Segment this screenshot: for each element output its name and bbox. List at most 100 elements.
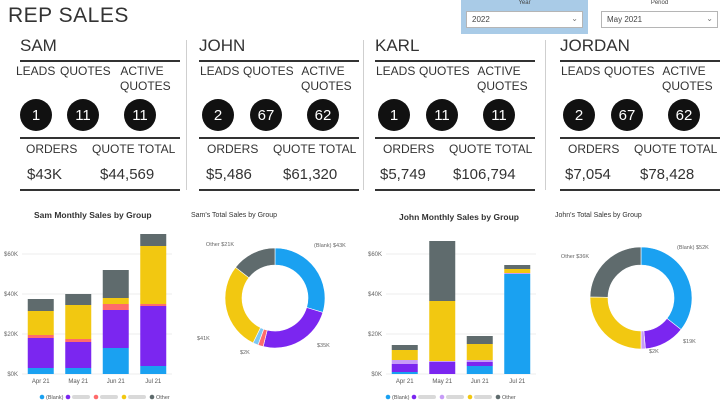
bar-segment — [504, 274, 531, 374]
active-quotes-label: ACTIVE QUOTES — [662, 64, 713, 93]
legend-label-redacted — [100, 395, 118, 399]
john-bar-chart-title: John Monthly Sales by Group — [399, 212, 519, 222]
quotes-label: QUOTES — [604, 64, 655, 78]
legend-marker — [495, 394, 501, 400]
divider — [199, 137, 359, 139]
quotes-value: 67 — [611, 99, 643, 131]
donut-slice — [589, 246, 642, 298]
donut-data-label: $35K — [317, 343, 330, 349]
leads-value: 1 — [378, 99, 410, 131]
y-tick-label: $40K — [368, 292, 382, 298]
orders-value: $43K — [27, 166, 63, 183]
donut-data-label: $2K — [649, 349, 659, 355]
quotes-value: 11 — [67, 99, 99, 131]
leads-value: 2 — [202, 99, 234, 131]
leads-value: 2 — [563, 99, 595, 131]
leads-label: LEADS — [16, 64, 56, 78]
sam-donut-chart: (Blank) $43K $35K $2K $41K Other $21K — [197, 242, 346, 356]
donut-data-label: (Blank) $52K — [677, 245, 709, 251]
rep-name: JOHN — [199, 36, 246, 55]
period-slicer-label: Period — [650, 0, 669, 6]
legend-label-redacted — [72, 395, 90, 399]
bar-segment — [65, 339, 92, 342]
active-quotes-value: 62 — [668, 99, 700, 131]
legend-label-redacted — [128, 395, 146, 399]
divider — [560, 137, 720, 139]
quote-total-label: QUOTE TOTAL — [273, 142, 357, 156]
legend-label: Other — [502, 395, 516, 401]
bar-segment — [27, 335, 54, 338]
donut-data-label: Other $21K — [206, 242, 234, 248]
divider — [560, 60, 720, 62]
active-quotes-label: ACTIVE QUOTES — [120, 64, 171, 93]
leads-label: LEADS — [376, 64, 416, 78]
orders-label: ORDERS — [383, 142, 435, 156]
divider — [560, 189, 720, 191]
sam-bar-chart: $0K $20K $40K $60K Apr 21 May 21 Jun 21 Jul 21 (… — [4, 234, 172, 401]
quote-total-label: QUOTE TOTAL — [449, 142, 533, 156]
bar-segment — [27, 338, 54, 368]
orders-value: $5,486 — [206, 166, 252, 183]
bar-segment — [65, 368, 92, 374]
donut-slice — [640, 246, 693, 330]
bar-segment — [504, 269, 531, 273]
active-quotes-label: ACTIVE QUOTES — [477, 64, 528, 93]
bar-segment — [391, 372, 418, 374]
legend-marker — [385, 394, 391, 400]
john-bar-chart: $0K $20K $40K $60K Apr 21 May 21 Jun 21 Jul 21 (… — [368, 241, 536, 401]
legend-label-redacted — [446, 395, 464, 399]
divider — [375, 60, 535, 62]
rep-name: KARL — [375, 36, 420, 55]
donut-slice — [589, 296, 642, 350]
x-tick-label: Apr 21 — [396, 379, 414, 385]
year-slicer-label: Year — [518, 0, 531, 6]
y-tick-label: $0K — [371, 372, 382, 378]
y-tick-label: $60K — [4, 252, 18, 258]
quotes-value: 11 — [426, 99, 458, 131]
leads-label: LEADS — [200, 64, 240, 78]
legend-marker — [439, 394, 445, 400]
y-tick-label: $60K — [368, 252, 382, 258]
divider — [20, 189, 180, 191]
bar-segment — [65, 342, 92, 368]
divider — [199, 60, 359, 62]
donut-slice — [274, 247, 326, 313]
year-value: 2022 — [472, 15, 490, 24]
legend-marker — [467, 394, 473, 400]
bar-segment — [140, 246, 167, 304]
divider — [363, 40, 364, 190]
bar-segment — [102, 270, 129, 298]
divider — [20, 137, 180, 139]
rep-card-john: JOHN LEADS QUOTES ACTIVE QUOTES 2 67 62 … — [199, 36, 377, 196]
x-tick-label: Apr 21 — [32, 379, 50, 385]
divider — [545, 40, 546, 190]
bar-segment — [27, 311, 54, 335]
legend-marker — [39, 394, 45, 400]
bar-segment — [466, 336, 493, 344]
rep-card-jordan: JORDAN LEADS QUOTES ACTIVE QUOTES 2 67 6… — [560, 36, 727, 196]
divider — [20, 60, 180, 62]
bar-segment — [102, 298, 129, 304]
bar-segment — [391, 350, 418, 360]
year-slicer: Year 2022 ⌄ — [461, 0, 588, 34]
donut-data-label: (Blank) $43K — [314, 243, 346, 249]
donut-data-label: $41K — [197, 336, 210, 342]
leads-label: LEADS — [561, 64, 601, 78]
x-tick-label: May 21 — [68, 379, 88, 385]
bar-segment — [102, 304, 129, 310]
bar-segment — [466, 360, 493, 362]
donut-slice — [224, 266, 261, 344]
quote-total-value: $78,428 — [640, 166, 695, 183]
chevron-down-icon: ⌄ — [706, 14, 713, 23]
quote-total-label: QUOTE TOTAL — [92, 142, 176, 156]
quotes-value: 67 — [250, 99, 282, 131]
period-dropdown[interactable]: May 2021 ⌄ — [601, 11, 718, 28]
orders-label: ORDERS — [26, 142, 78, 156]
legend-marker — [65, 394, 71, 400]
legend-label: (Blank) — [392, 395, 410, 401]
bar-segment — [391, 345, 418, 350]
divider — [375, 189, 535, 191]
rep-name: SAM — [20, 36, 57, 55]
year-dropdown[interactable]: 2022 ⌄ — [466, 11, 583, 28]
orders-value: $7,054 — [565, 166, 611, 183]
